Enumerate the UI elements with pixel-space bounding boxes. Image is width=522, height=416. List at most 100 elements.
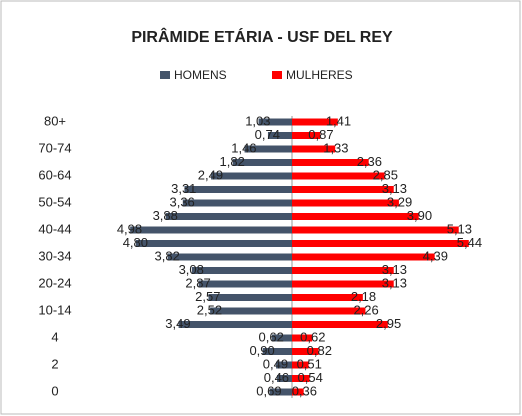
bar [292, 321, 388, 328]
category-label: 4 [51, 329, 58, 344]
bar [210, 307, 292, 315]
bar [292, 145, 336, 153]
value-label: 2,49 [198, 167, 223, 182]
category-label: 70-74 [38, 140, 71, 155]
category-label: 40-44 [38, 221, 71, 236]
value-label: 0,51 [297, 356, 322, 371]
value-label: 1,41 [326, 113, 351, 128]
value-label: 2,36 [357, 154, 382, 169]
bar [208, 294, 292, 301]
bar [292, 213, 419, 220]
bar [292, 253, 435, 261]
value-label: 4,39 [423, 248, 448, 263]
value-label: 1,82 [220, 154, 245, 169]
value-label: 2,52 [197, 302, 222, 317]
bar [292, 186, 394, 193]
legend-swatch [160, 71, 170, 79]
bar [167, 253, 292, 261]
value-label: 0,36 [292, 383, 317, 398]
value-label: 0,62 [259, 329, 284, 344]
value-label: 2,26 [353, 302, 378, 317]
bar [292, 240, 469, 247]
bar [292, 307, 366, 315]
category-label: 80+ [44, 113, 66, 128]
value-label: 3,88 [153, 208, 178, 223]
value-label: 0,62 [300, 329, 325, 344]
value-label: 2,18 [351, 289, 376, 304]
value-label: 4,98 [117, 221, 142, 236]
bar [244, 145, 292, 153]
bar [292, 199, 399, 207]
value-label: 4,80 [123, 235, 148, 250]
bar [136, 240, 292, 247]
value-label: 0,54 [298, 370, 323, 385]
value-label: 3,13 [382, 181, 407, 196]
legend-swatch [272, 71, 282, 79]
bar [232, 159, 292, 166]
bar [292, 226, 459, 234]
bar [258, 118, 292, 126]
bar [292, 348, 319, 355]
category-label: 60-64 [38, 167, 71, 182]
bar [276, 361, 292, 369]
bar [292, 334, 313, 342]
bar [292, 267, 394, 274]
bar [292, 294, 363, 301]
bar [165, 213, 292, 220]
value-label: 3,29 [387, 194, 412, 209]
value-label: 2,57 [195, 289, 220, 304]
value-label: 1,46 [231, 140, 256, 155]
value-label: 3,82 [155, 248, 180, 263]
bar [262, 348, 292, 355]
bar [292, 388, 304, 396]
bar [269, 388, 292, 396]
value-label: 3,31 [171, 181, 196, 196]
value-label: 2,87 [185, 275, 210, 290]
bar [292, 375, 310, 382]
value-label: 0,87 [308, 127, 333, 142]
chart-title: PIRÂMIDE ETÁRIA - USF DEL REY [131, 27, 393, 46]
value-label: 0,74 [255, 127, 280, 142]
value-label: 0,82 [307, 343, 332, 358]
category-label: 2 [51, 356, 58, 371]
value-label: 3,13 [382, 275, 407, 290]
bar [182, 199, 292, 207]
value-label: 0,49 [263, 356, 288, 371]
bar [271, 334, 292, 342]
bar [198, 280, 292, 288]
bar [292, 118, 338, 126]
legend-label: HOMENS [174, 68, 227, 82]
bar [191, 267, 292, 274]
value-label: 0,69 [256, 383, 281, 398]
value-label: 2,85 [373, 167, 398, 182]
bar [184, 186, 292, 193]
value-label: 2,95 [376, 316, 401, 331]
bar [211, 172, 292, 180]
value-label: 3,08 [179, 262, 204, 277]
bar [277, 375, 292, 382]
bar [292, 361, 309, 369]
value-label: 5,13 [447, 221, 472, 236]
value-label: 5,44 [457, 235, 482, 250]
value-label: 1,33 [323, 140, 348, 155]
category-label: 20-24 [38, 275, 71, 290]
bar [292, 280, 394, 288]
category-label: 10-14 [38, 302, 71, 317]
value-label: 0,46 [264, 370, 289, 385]
bar [130, 226, 292, 234]
bar [292, 159, 369, 166]
value-label: 3,49 [165, 316, 190, 331]
bar [292, 132, 321, 139]
value-label: 3,90 [407, 208, 432, 223]
value-label: 3,36 [169, 194, 194, 209]
bar [267, 132, 292, 139]
bar [292, 172, 385, 180]
category-label: 30-34 [38, 248, 71, 263]
value-label: 0,90 [249, 343, 274, 358]
legend-label: MULHERES [286, 68, 353, 82]
category-label: 50-54 [38, 194, 71, 209]
bar [178, 321, 292, 328]
value-label: 1,03 [245, 113, 270, 128]
